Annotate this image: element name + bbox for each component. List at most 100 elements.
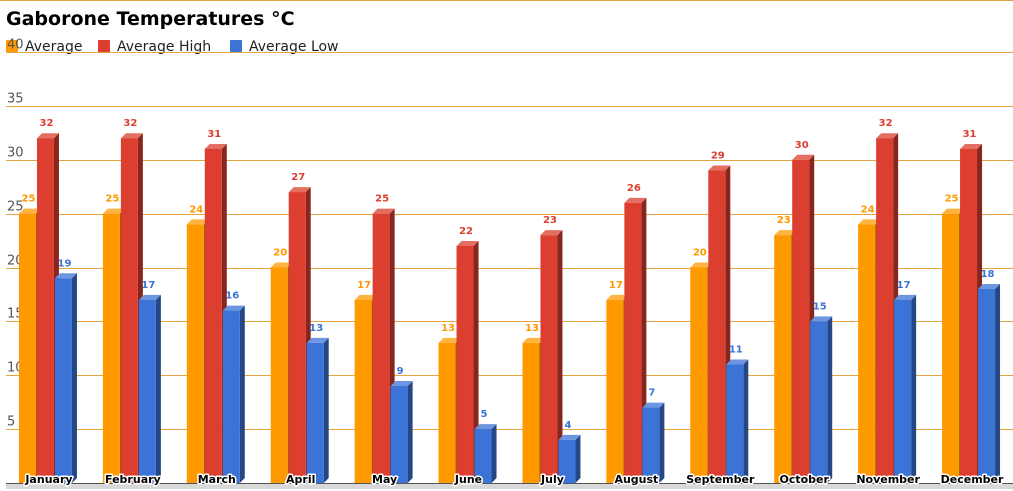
bar-front (222, 310, 240, 483)
y-tick-label: 40 (7, 38, 24, 53)
bar (894, 294, 917, 483)
data-label: 26 (627, 183, 641, 194)
data-label: 30 (795, 140, 809, 151)
data-label: 17 (609, 280, 623, 291)
bar (540, 230, 563, 483)
bar-side (491, 424, 497, 483)
bar-front (390, 386, 408, 483)
bar-top (876, 133, 899, 139)
bar-top (36, 133, 59, 139)
bar-side (407, 381, 413, 483)
grid (6, 52, 1013, 489)
bar-top (372, 208, 395, 214)
bar-front (120, 138, 138, 483)
bar-side (155, 294, 161, 483)
bar-front (438, 342, 456, 483)
data-label: 32 (39, 118, 53, 129)
x-tick-label: June (454, 473, 482, 486)
bar-front (642, 407, 660, 483)
bar-front (138, 299, 156, 483)
x-tick-label: April (286, 473, 315, 486)
bar-top (624, 197, 647, 203)
bar-top (690, 262, 713, 268)
bar-top (54, 273, 77, 279)
bar-top (960, 143, 983, 149)
x-tick-label: October (779, 473, 829, 486)
data-label: 16 (225, 291, 239, 302)
bar-front (624, 202, 642, 483)
data-label: 25 (105, 194, 119, 205)
data-label: 18 (981, 269, 995, 280)
data-label: 24 (861, 204, 875, 215)
bar-front (186, 224, 204, 483)
data-label: 13 (309, 323, 323, 334)
data-label: 20 (273, 248, 287, 259)
bar-top (642, 402, 665, 408)
data-label: 32 (879, 118, 893, 129)
bar-top (792, 154, 815, 160)
bar (642, 402, 665, 483)
data-label: 20 (693, 248, 707, 259)
bar-front (876, 138, 894, 483)
bar-front (306, 342, 324, 483)
legend-swatch (6, 40, 18, 52)
bar-front (810, 321, 828, 483)
bar-top (120, 133, 143, 139)
bar (810, 316, 833, 483)
bar-front (372, 213, 390, 483)
bar-top (858, 219, 881, 225)
data-label: 17 (897, 280, 911, 291)
data-label: 25 (21, 194, 35, 205)
data-label: 17 (357, 280, 371, 291)
data-label: 4 (564, 420, 571, 431)
bar-top (942, 208, 965, 214)
bar-side (659, 402, 665, 483)
bar-front (774, 235, 792, 483)
bar-front (606, 299, 624, 483)
data-label: 22 (459, 226, 473, 237)
bar-top (894, 294, 917, 300)
legend-label: Average (25, 39, 83, 55)
bar (726, 359, 749, 483)
bar-top (978, 284, 1001, 290)
bar-top (726, 359, 749, 365)
bar-front (456, 245, 474, 483)
bar-top (270, 262, 293, 268)
bar (54, 273, 77, 483)
bar-front (18, 213, 36, 483)
x-tick-label: February (105, 473, 161, 486)
data-label: 13 (525, 323, 539, 334)
y-tick-label: 30 (7, 146, 24, 161)
x-tick-label: March (198, 473, 236, 486)
chart-floor (6, 483, 1013, 489)
bar (222, 305, 245, 483)
bar-front (558, 439, 576, 483)
bar-front (894, 299, 912, 483)
bar-top (138, 294, 161, 300)
bar-top (102, 208, 125, 214)
bar-side (557, 230, 563, 483)
bar-front (942, 213, 960, 483)
data-label: 31 (207, 129, 221, 140)
data-label: 29 (711, 151, 725, 162)
x-tick-label: August (614, 473, 658, 486)
bar-front (354, 299, 372, 483)
bar (558, 434, 581, 483)
data-label: 5 (481, 409, 488, 420)
bar-front (288, 192, 306, 483)
bar-side (743, 359, 749, 483)
x-axis: January February March April May June July Augu… (23, 472, 1006, 488)
bar-top (354, 294, 377, 300)
bar-top (708, 165, 731, 171)
data-label: 7 (648, 388, 655, 399)
bar-front (708, 170, 726, 483)
bar (306, 337, 329, 483)
bar-top (18, 208, 41, 214)
bar-top (606, 294, 629, 300)
data-label: 9 (397, 366, 404, 377)
bar-front (36, 138, 54, 483)
legend-label: Average Low (249, 39, 339, 55)
bar-side (911, 294, 917, 483)
bar (390, 381, 413, 483)
